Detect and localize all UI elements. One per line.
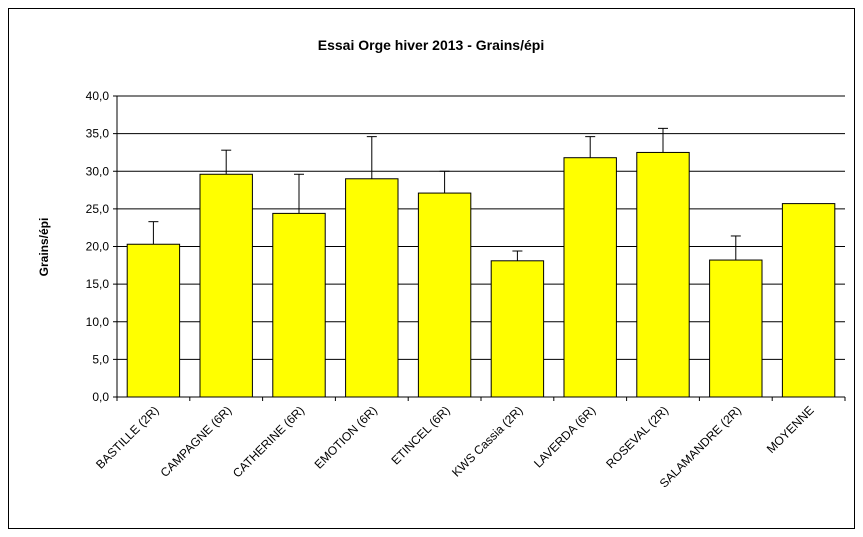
y-tick-label: 20,0 xyxy=(86,240,110,254)
y-tick-label: 0,0 xyxy=(92,390,109,404)
bar xyxy=(126,243,181,398)
error-bar xyxy=(294,173,304,214)
y-tick-label: 5,0 xyxy=(92,352,109,366)
y-axis-label: Grains/épi xyxy=(37,218,51,277)
y-tick-label: 40,0 xyxy=(86,89,110,103)
y-tick-label: 25,0 xyxy=(86,202,110,216)
error-bar xyxy=(512,250,523,261)
bar xyxy=(417,192,472,398)
bar xyxy=(563,157,617,398)
bar xyxy=(709,259,763,398)
bar xyxy=(781,203,836,398)
y-tick-label: 30,0 xyxy=(86,164,110,178)
error-bar xyxy=(221,149,232,175)
error-bar xyxy=(439,170,450,194)
y-tick-label: 35,0 xyxy=(86,127,110,141)
chart-title: Essai Orge hiver 2013 - Grains/épi xyxy=(318,37,544,53)
error-bar xyxy=(366,136,377,179)
bar xyxy=(636,151,690,398)
error-bar xyxy=(148,221,159,245)
error-bar xyxy=(658,127,668,153)
y-tick-label: 15,0 xyxy=(86,277,110,291)
error-bar xyxy=(730,235,741,261)
bar xyxy=(272,212,326,398)
bar xyxy=(490,260,545,398)
bar xyxy=(199,173,253,398)
error-bar xyxy=(585,136,596,158)
bar xyxy=(345,178,399,398)
y-tick-label: 10,0 xyxy=(86,315,110,329)
